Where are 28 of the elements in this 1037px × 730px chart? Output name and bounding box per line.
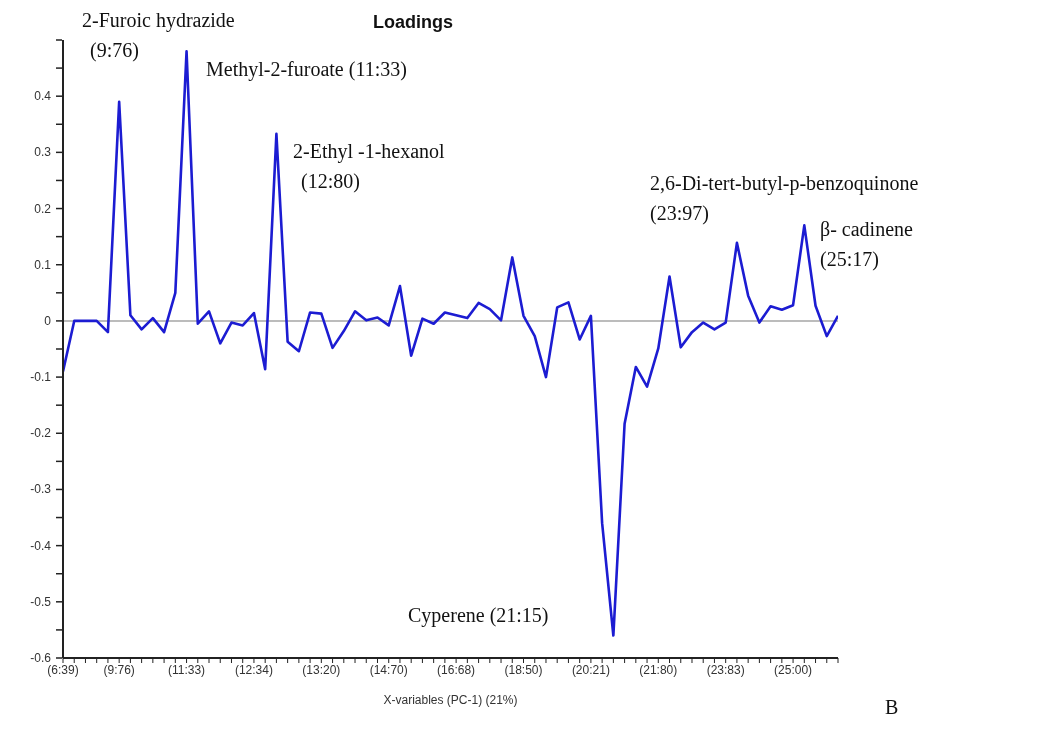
chart-title: Loadings: [373, 12, 453, 33]
y-tick-label: 0.4: [34, 89, 52, 104]
x-axis-title: X-variables (PC-1) (21%): [382, 693, 519, 707]
y-tick-label: 0.1: [34, 257, 52, 272]
x-tick-label: (13:20): [302, 662, 341, 677]
y-tick-label: -0.5: [30, 594, 52, 609]
y-tick-label: 0.2: [34, 201, 52, 216]
x-tick-label: (12:34): [234, 662, 273, 677]
x-tick-label: (20:21): [571, 662, 610, 677]
y-tick-label: -0.3: [30, 482, 52, 497]
y-tick-label: -0.4: [30, 538, 52, 553]
y-tick-label: 0: [44, 313, 52, 328]
x-tick-label: (16:68): [437, 662, 476, 677]
y-tick-label: -0.1: [30, 370, 52, 385]
annotation: 2-Ethyl -1-hexanol (12:80): [293, 139, 445, 195]
y-tick-label: -0.6: [30, 651, 52, 665]
x-tick-label: (6:39): [47, 662, 79, 677]
x-tick-label: (11:33): [167, 662, 206, 677]
text: B: [885, 695, 899, 720]
x-tick-label: (23:83): [706, 662, 745, 677]
x-tick-label: (18:50): [504, 662, 543, 677]
x-tick-label: (9:76): [103, 662, 135, 677]
x-tick-label: (21:80): [639, 662, 678, 677]
x-tick-label: (14:70): [369, 662, 408, 677]
x-tick-label: (25:00): [774, 662, 813, 677]
annotation: Cyperene (21:15): [408, 603, 549, 629]
y-tick-label: -0.2: [30, 426, 52, 441]
y-tick-label: 0.3: [34, 145, 52, 160]
